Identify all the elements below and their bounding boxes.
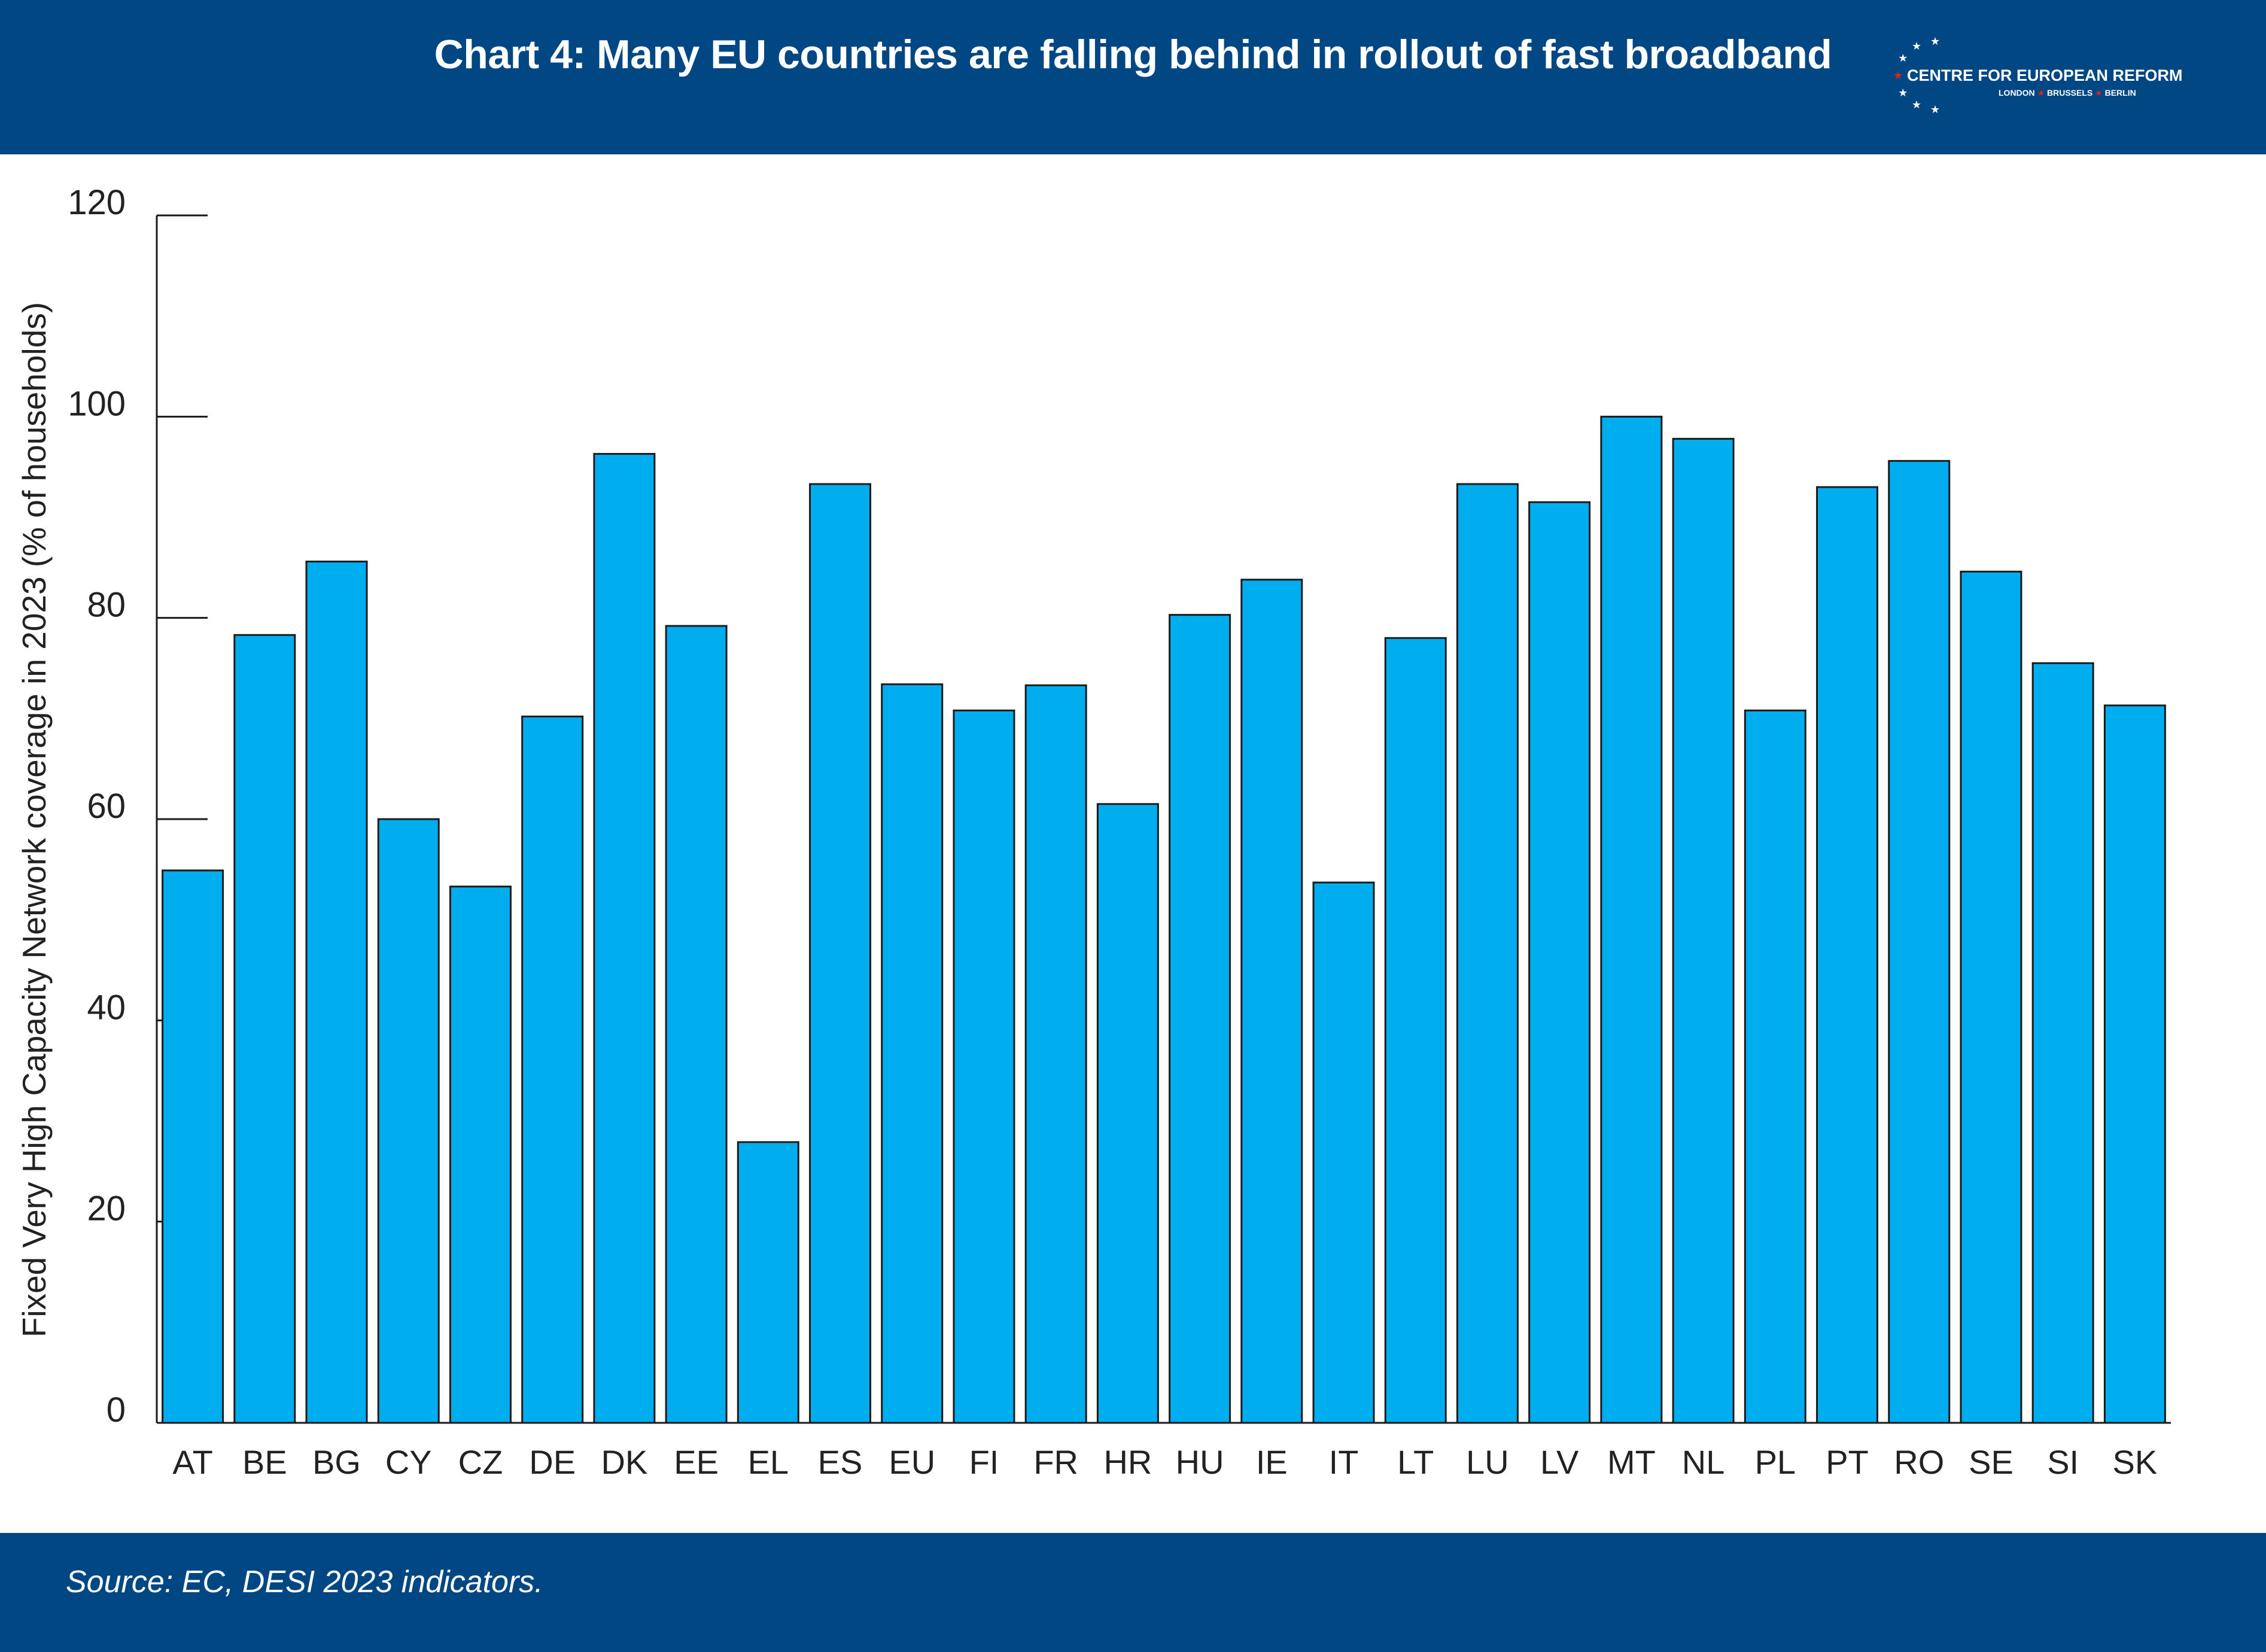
x-tick-label: EE	[674, 1443, 719, 1481]
x-tick-label: PT	[1826, 1443, 1869, 1481]
bar-si	[2031, 662, 2094, 1424]
bar-sk	[2103, 704, 2166, 1424]
x-tick-label: DE	[529, 1443, 576, 1481]
bar-dk	[593, 453, 656, 1424]
bar-be	[233, 634, 296, 1424]
bar-fi	[953, 709, 1015, 1424]
bar-lv	[1528, 501, 1591, 1424]
bar-de	[521, 715, 584, 1424]
x-tick-label: BE	[242, 1443, 287, 1481]
x-tick-label: FR	[1033, 1443, 1078, 1481]
x-tick-label: LT	[1397, 1443, 1434, 1481]
y-axis-label: Fixed Very High Capacity Network coverag…	[16, 302, 53, 1337]
bar-cz	[449, 886, 512, 1424]
logo-cities: LONDON ★ BRUSSELS ★ BERLIN	[1999, 88, 2136, 98]
logo-star-icon: ★	[1930, 104, 1940, 116]
x-tick-label: LU	[1466, 1443, 1509, 1481]
bar-it	[1312, 881, 1375, 1424]
bar-ro	[1888, 460, 1951, 1424]
source-note: Source: EC, DESI 2023 indicators.	[66, 1565, 543, 1599]
logo-separator-icon: ★	[2095, 88, 2103, 98]
bar-nl	[1672, 437, 1735, 1424]
y-axis: 0 20 40 60 80 100 120	[68, 183, 208, 1429]
logo-star-icon: ★	[1930, 35, 1940, 47]
chart-title: Chart 4: Many EU countries are falling b…	[434, 32, 1832, 77]
bar-eu	[881, 683, 944, 1424]
x-tick-label: RO	[1894, 1443, 1944, 1481]
x-tick-label: BG	[312, 1443, 361, 1481]
logo-name: CENTRE FOR EUROPEAN REFORM	[1907, 66, 2183, 84]
bars	[162, 415, 2166, 1424]
header-banner: Chart 4: Many EU countries are falling b…	[0, 0, 2266, 154]
x-tick-label: LV	[1540, 1443, 1579, 1481]
bar-lt	[1384, 637, 1447, 1424]
bar-pl	[1744, 709, 1806, 1424]
logo-city-brussels: BRUSSELS	[2047, 88, 2093, 98]
bar-lu	[1456, 483, 1519, 1424]
bar-at	[162, 869, 224, 1424]
x-tick-label: SE	[1969, 1443, 2013, 1481]
x-tick-label: EU	[889, 1443, 935, 1481]
bar-es	[809, 483, 872, 1424]
bar-bg	[305, 560, 368, 1424]
bar-el	[737, 1141, 799, 1424]
bar-hu	[1169, 614, 1231, 1424]
x-tick-label: CY	[385, 1443, 432, 1481]
x-tick-label: FI	[969, 1443, 999, 1481]
y-tick-label: 100	[68, 384, 126, 423]
bar-cy	[377, 818, 440, 1424]
y-tick-label: 120	[68, 183, 126, 222]
x-tick-label: ES	[818, 1443, 863, 1481]
x-tick-label: IE	[1256, 1443, 1288, 1481]
logo-city-berlin: BERLIN	[2104, 88, 2136, 98]
bar-ee	[665, 625, 728, 1424]
cer-logo: ★ ★ ★ ★ ★ ★ ★ CENTRE FOR EUROPEAN REFORM LONDO…	[1882, 29, 2183, 124]
bar-hr	[1096, 803, 1159, 1424]
x-tick-label: SI	[2047, 1443, 2079, 1481]
bar-pt	[1816, 486, 1879, 1424]
x-axis: AT BE BG CY CZ DE DK EE EL ES EU FI FR HR HU IE IT LT LU LV…	[157, 1422, 2171, 1481]
x-tick-label: CZ	[458, 1443, 503, 1481]
bar-se	[1960, 570, 2022, 1424]
logo-separator-icon: ★	[2037, 88, 2045, 98]
logo-star-icon: ★	[1898, 86, 1908, 99]
y-tick-label: 20	[87, 1189, 126, 1228]
x-tick-label: HR	[1103, 1443, 1152, 1481]
bar-ie	[1240, 579, 1303, 1424]
x-tick-label: DK	[601, 1443, 647, 1481]
bar-fr	[1024, 684, 1087, 1424]
logo-star-icon: ★	[1912, 39, 1922, 52]
footer-banner: Source: EC, DESI 2023 indicators.	[0, 1533, 2266, 1652]
x-tick-label: HU	[1176, 1443, 1224, 1481]
x-tick-label: AT	[172, 1443, 212, 1481]
bar-chart: 0 20 40 60 80 100 120 AT BE BG CY CZ DE DK EE EL ES EU FI…	[16, 183, 2171, 1481]
logo-star-icon: ★	[1912, 99, 1922, 111]
y-tick-label: 40	[87, 988, 126, 1027]
x-tick-label: IT	[1329, 1443, 1359, 1481]
bar-mt	[1600, 415, 1663, 1424]
x-tick-label: SK	[2113, 1443, 2158, 1481]
y-tick-label: 0	[107, 1391, 126, 1429]
x-tick-label: PL	[1755, 1443, 1796, 1481]
x-tick-label: NL	[1682, 1443, 1725, 1481]
y-tick-label: 80	[87, 586, 126, 625]
x-tick-label: EL	[748, 1443, 789, 1481]
logo-city-london: LONDON	[1999, 88, 2035, 98]
y-tick-label: 60	[87, 787, 126, 826]
logo-star-icon: ★	[1893, 69, 1903, 81]
x-tick-label: MT	[1607, 1443, 1656, 1481]
logo-star-icon: ★	[1898, 52, 1908, 65]
